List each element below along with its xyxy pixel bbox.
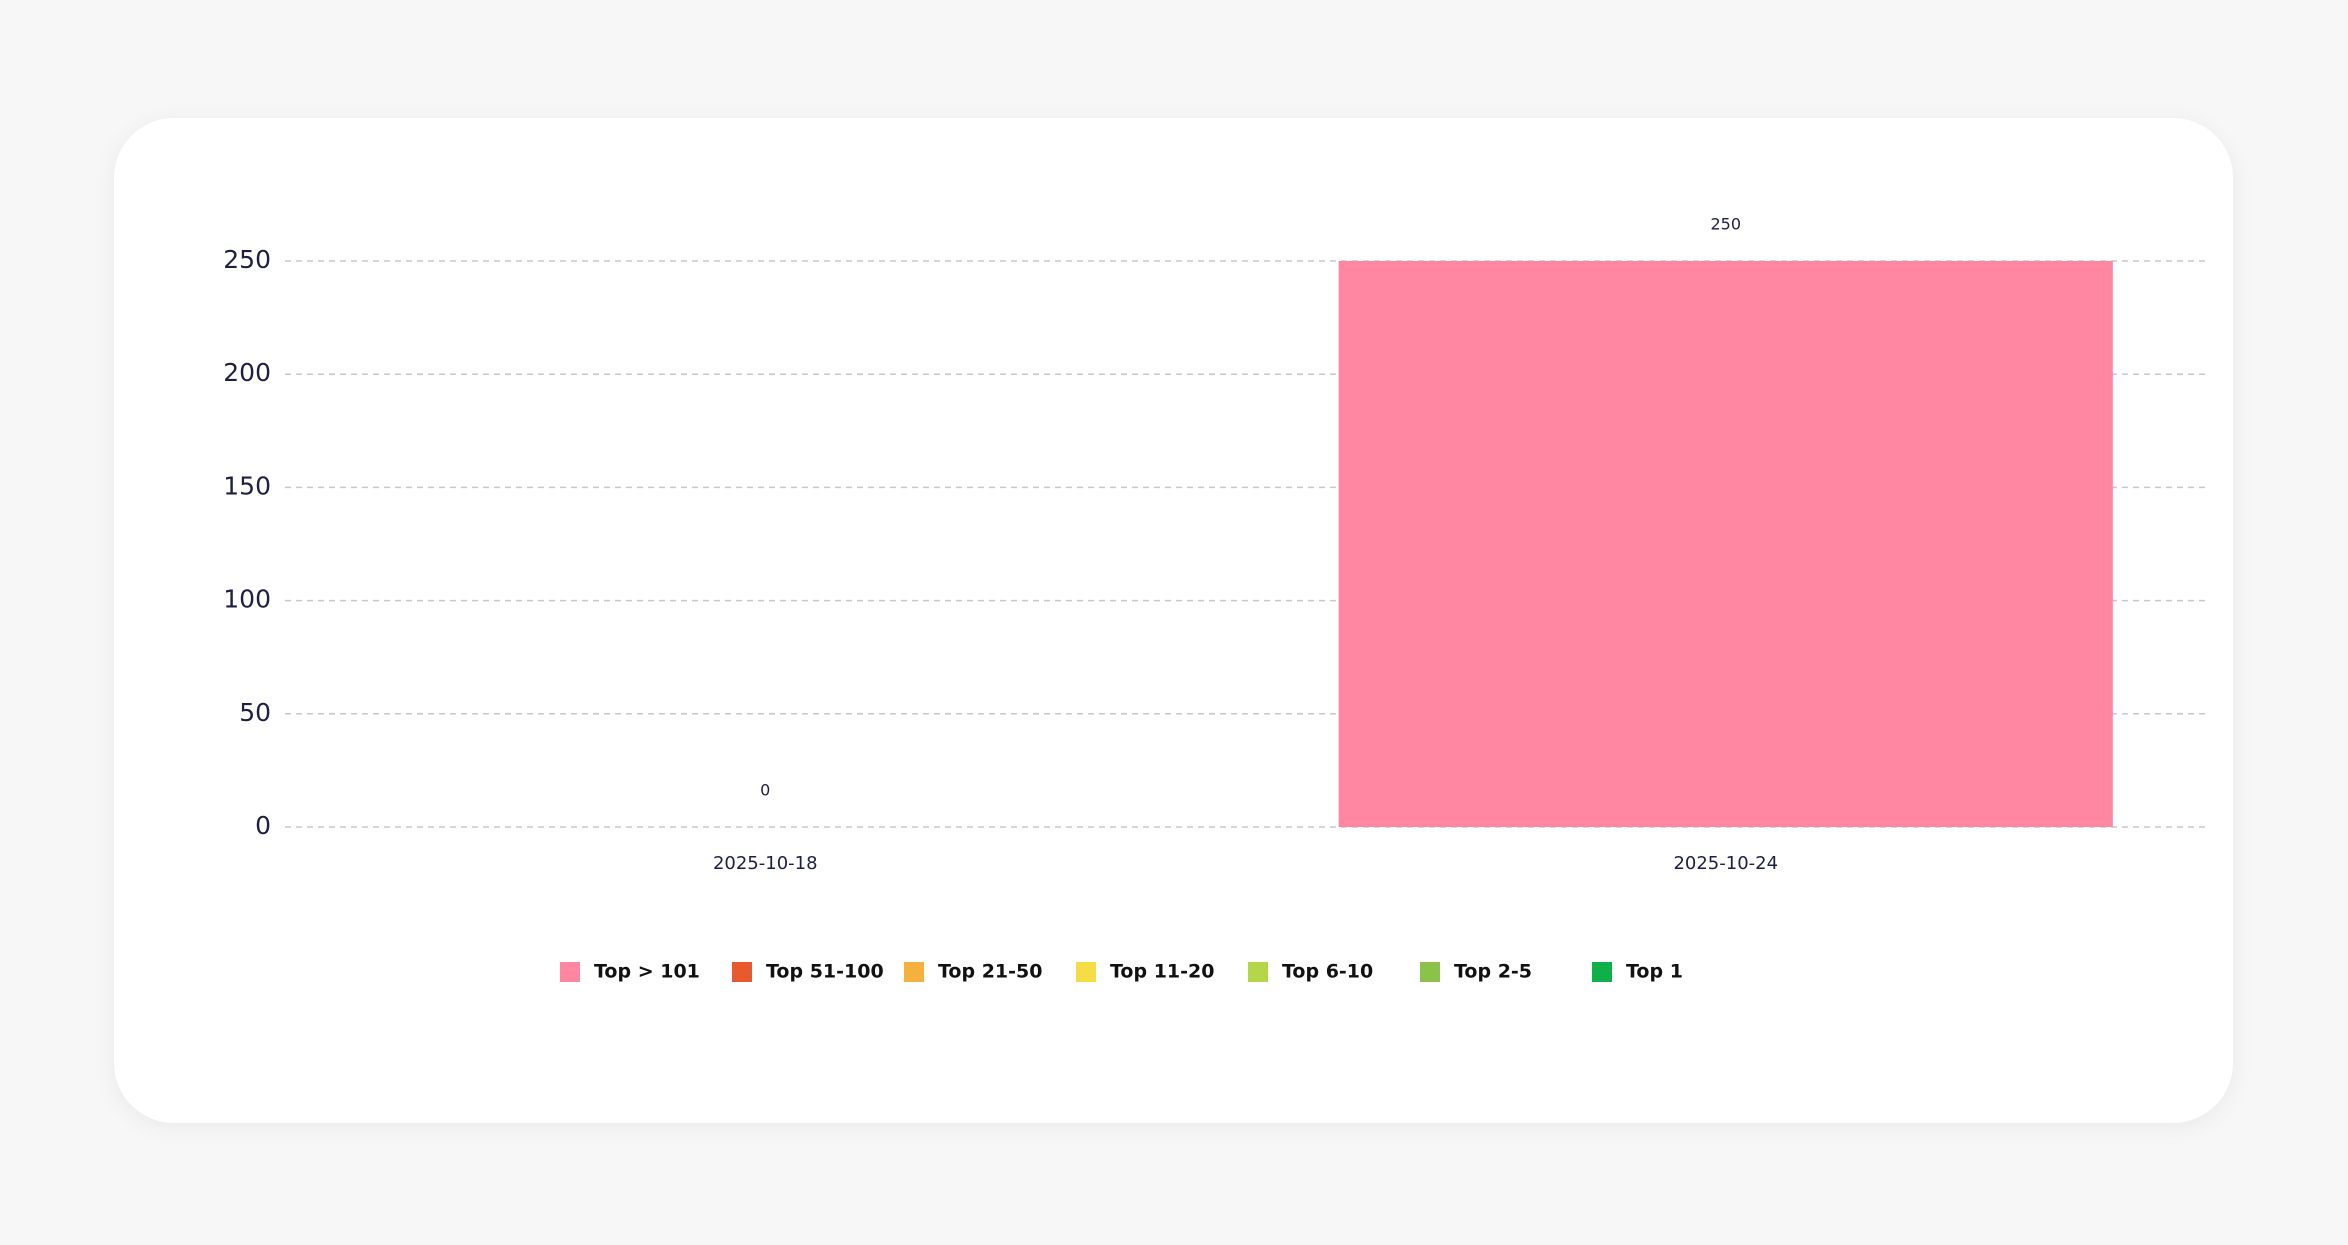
legend-swatch: [1420, 962, 1440, 982]
legend-label: Top 2-5: [1454, 961, 1532, 983]
legend-label: Top 51-100: [766, 961, 884, 983]
legend-swatch: [1076, 962, 1096, 982]
y-tick-label: 150: [223, 471, 271, 500]
y-tick-label: 250: [223, 245, 271, 274]
legend-label: Top 21-50: [938, 961, 1042, 983]
total-label: 0: [760, 781, 770, 800]
legend-label: Top 6-10: [1282, 961, 1373, 983]
legend-swatch: [1592, 962, 1612, 982]
y-tick-label: 50: [239, 698, 271, 727]
total-label: 250: [1710, 215, 1741, 234]
x-tick-label: 2025-10-24: [1673, 853, 1778, 874]
legend-swatch: [904, 962, 924, 982]
y-tick-label: 100: [223, 585, 271, 614]
y-tick-label: 0: [255, 811, 271, 840]
legend-swatch: [732, 962, 752, 982]
bar-segment: [1338, 261, 2113, 827]
legend-label: Top 1: [1626, 961, 1683, 983]
legend-label: Top > 101: [594, 961, 700, 983]
y-tick-label: 200: [223, 358, 271, 387]
x-tick-label: 2025-10-18: [713, 853, 818, 874]
legend-swatch: [1248, 962, 1268, 982]
legend-label: Top 11-20: [1110, 961, 1214, 983]
legend-swatch: [560, 962, 580, 982]
